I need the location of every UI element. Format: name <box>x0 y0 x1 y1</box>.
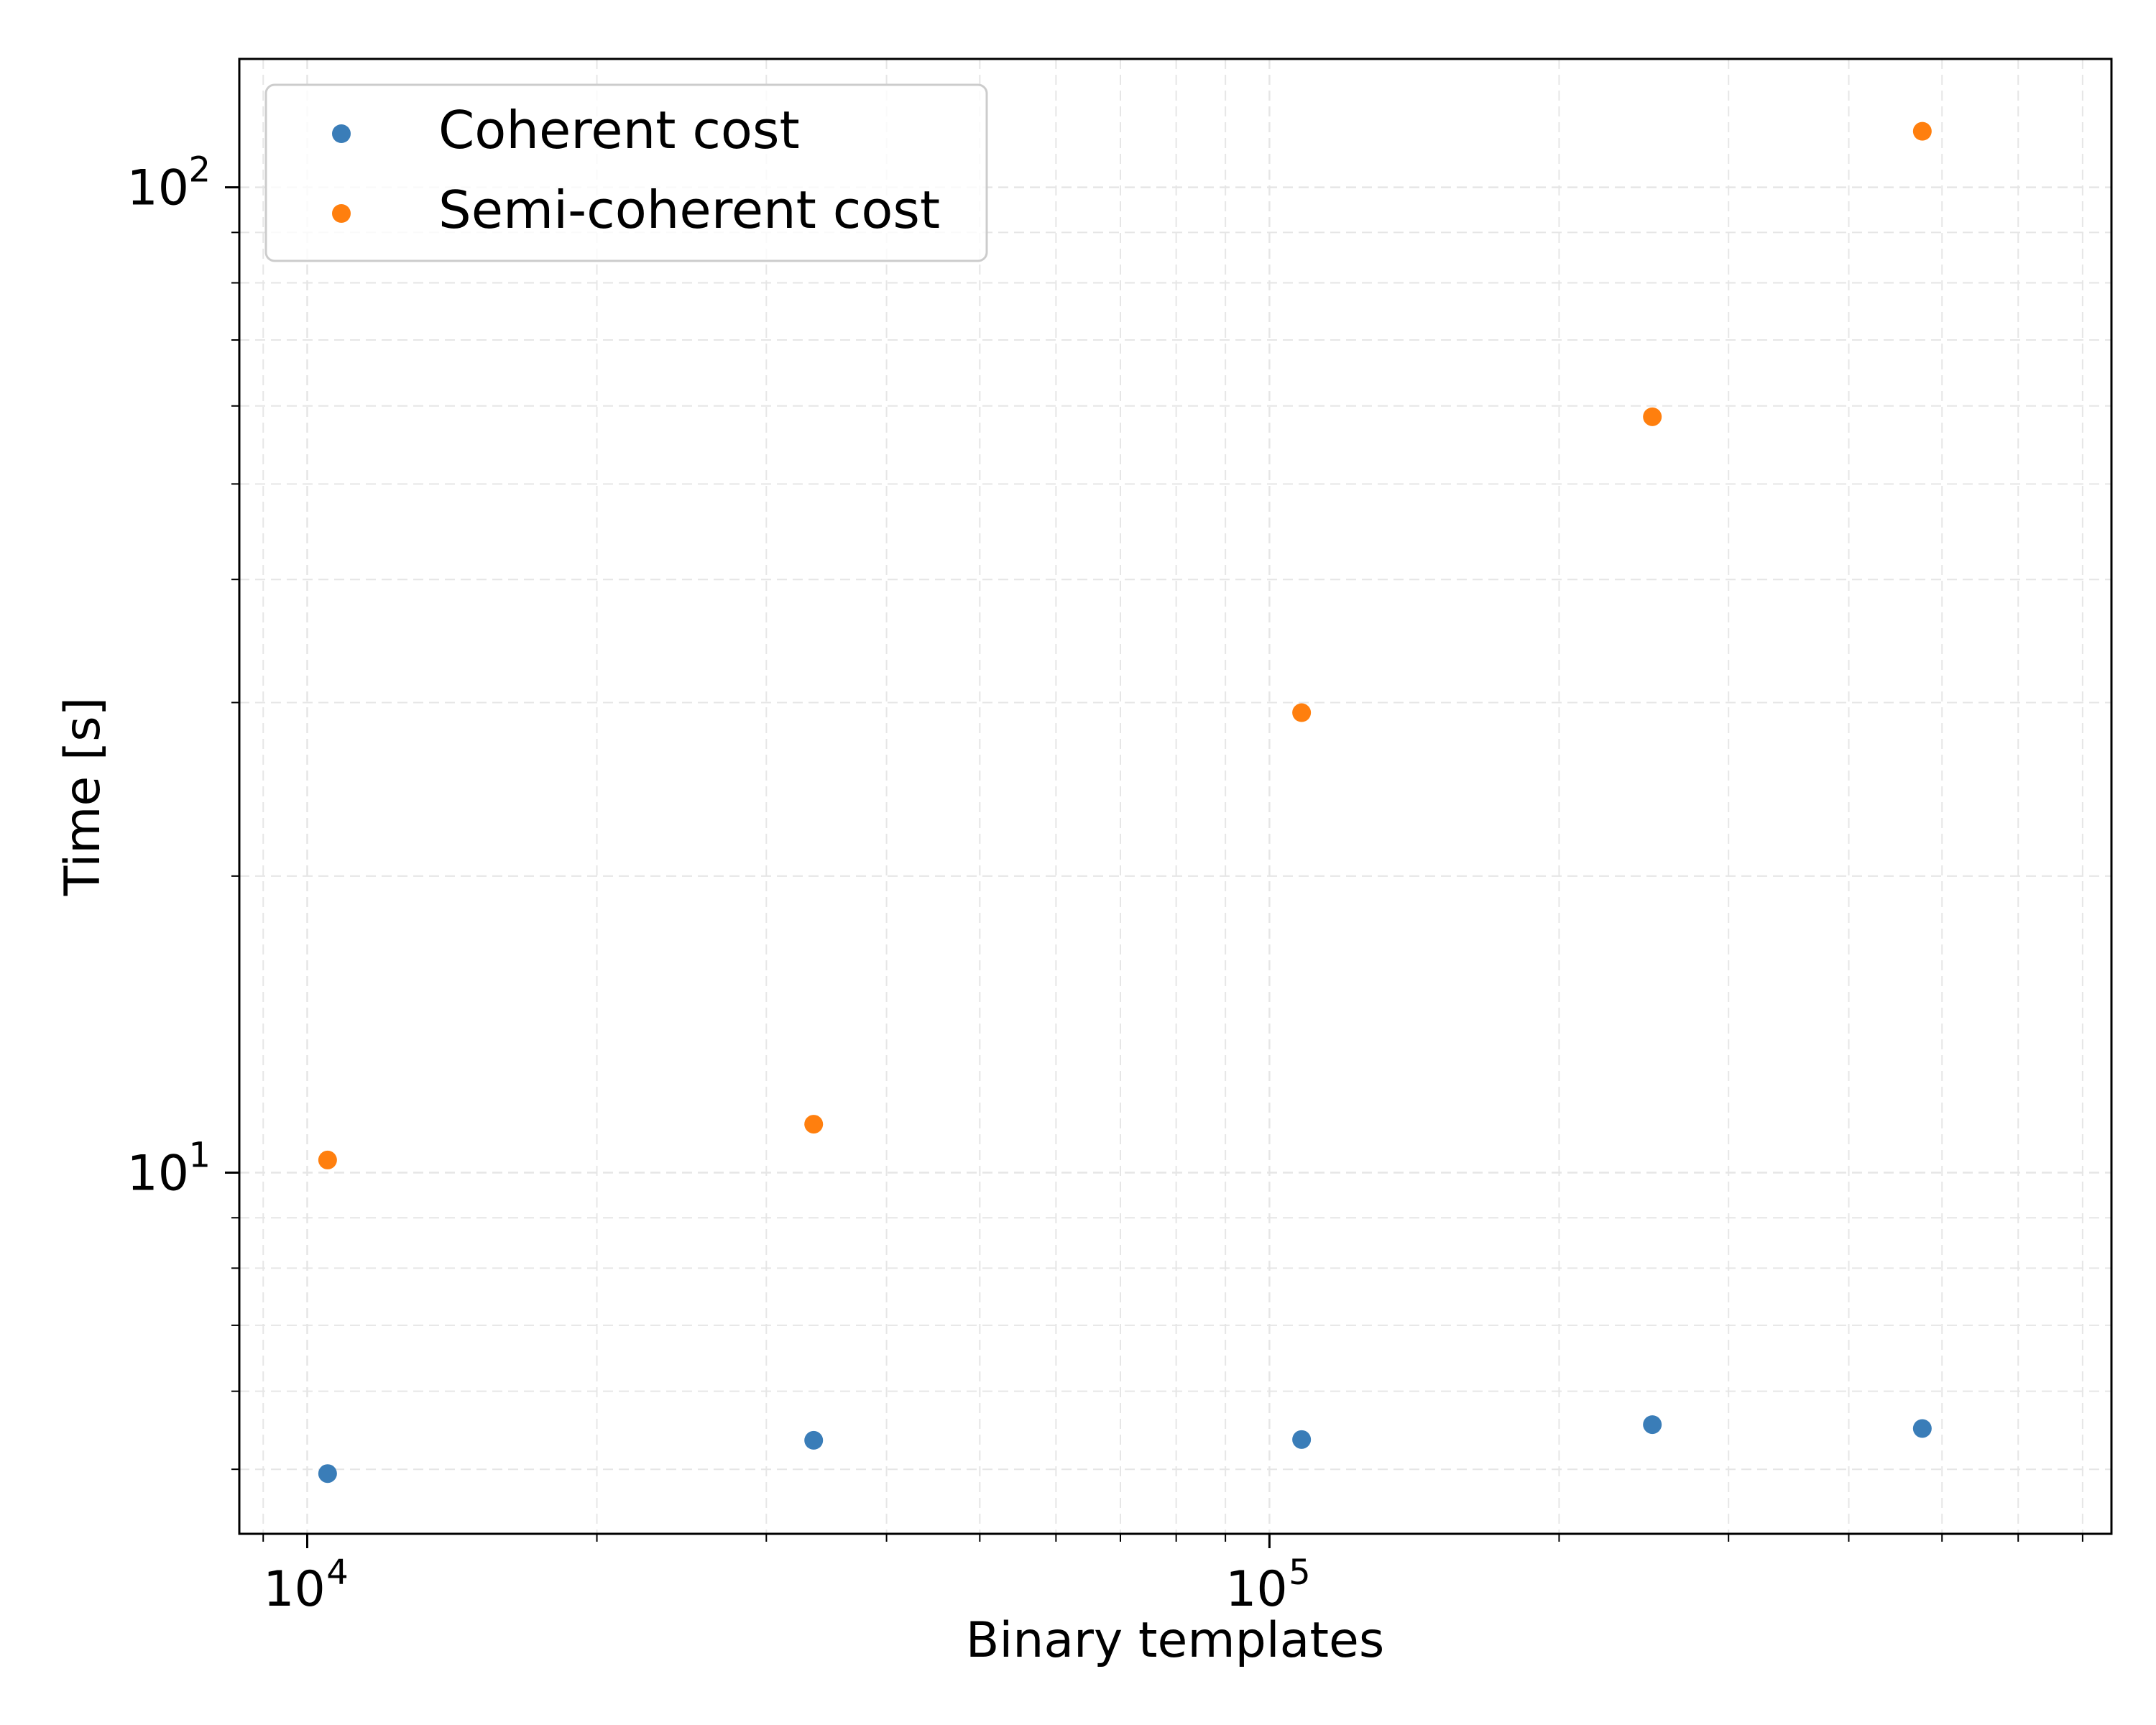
point-coherent-cost-3 <box>1643 1415 1662 1435</box>
y-tick-label: 10 <box>126 160 189 217</box>
point-coherent-cost-2 <box>1292 1430 1312 1449</box>
y-tick-exponent: 2 <box>188 150 211 190</box>
x-tick-exponent: 4 <box>326 1552 349 1593</box>
point-coherent-cost-0 <box>318 1464 337 1484</box>
legend-label-coherent: Coherent cost <box>438 100 800 160</box>
point-coherent-cost-4 <box>1912 1419 1932 1438</box>
legend: Coherent cost Semi-coherent cost <box>264 83 988 262</box>
x-tick-label: 10 <box>1225 1561 1288 1618</box>
point-semi-coherent-cost-0 <box>318 1150 337 1169</box>
x-axis-label: Binary templates <box>966 1612 1385 1669</box>
y-tick-label: 10 <box>126 1146 189 1202</box>
x-tick-exponent: 5 <box>1289 1552 1311 1593</box>
point-semi-coherent-cost-4 <box>1912 121 1932 141</box>
point-semi-coherent-cost-2 <box>1292 703 1312 722</box>
plot-area-frame <box>238 58 2113 1535</box>
axis-ticks: 10 4 10 510 110 2 <box>126 150 2083 1618</box>
data-points <box>318 121 1932 1484</box>
x-tick-label: 10 <box>263 1561 326 1618</box>
legend-label-semi-coherent: Semi-coherent cost <box>438 180 940 240</box>
point-coherent-cost-1 <box>804 1430 824 1450</box>
legend-box <box>264 83 988 262</box>
legend-marker-coherent <box>332 124 351 143</box>
grid <box>239 59 2111 1534</box>
legend-marker-semi-coherent <box>332 204 351 223</box>
y-tick-exponent: 1 <box>188 1136 211 1176</box>
point-semi-coherent-cost-3 <box>1643 407 1662 426</box>
y-axis-label: Time [s] <box>55 697 111 897</box>
point-semi-coherent-cost-1 <box>804 1115 824 1134</box>
